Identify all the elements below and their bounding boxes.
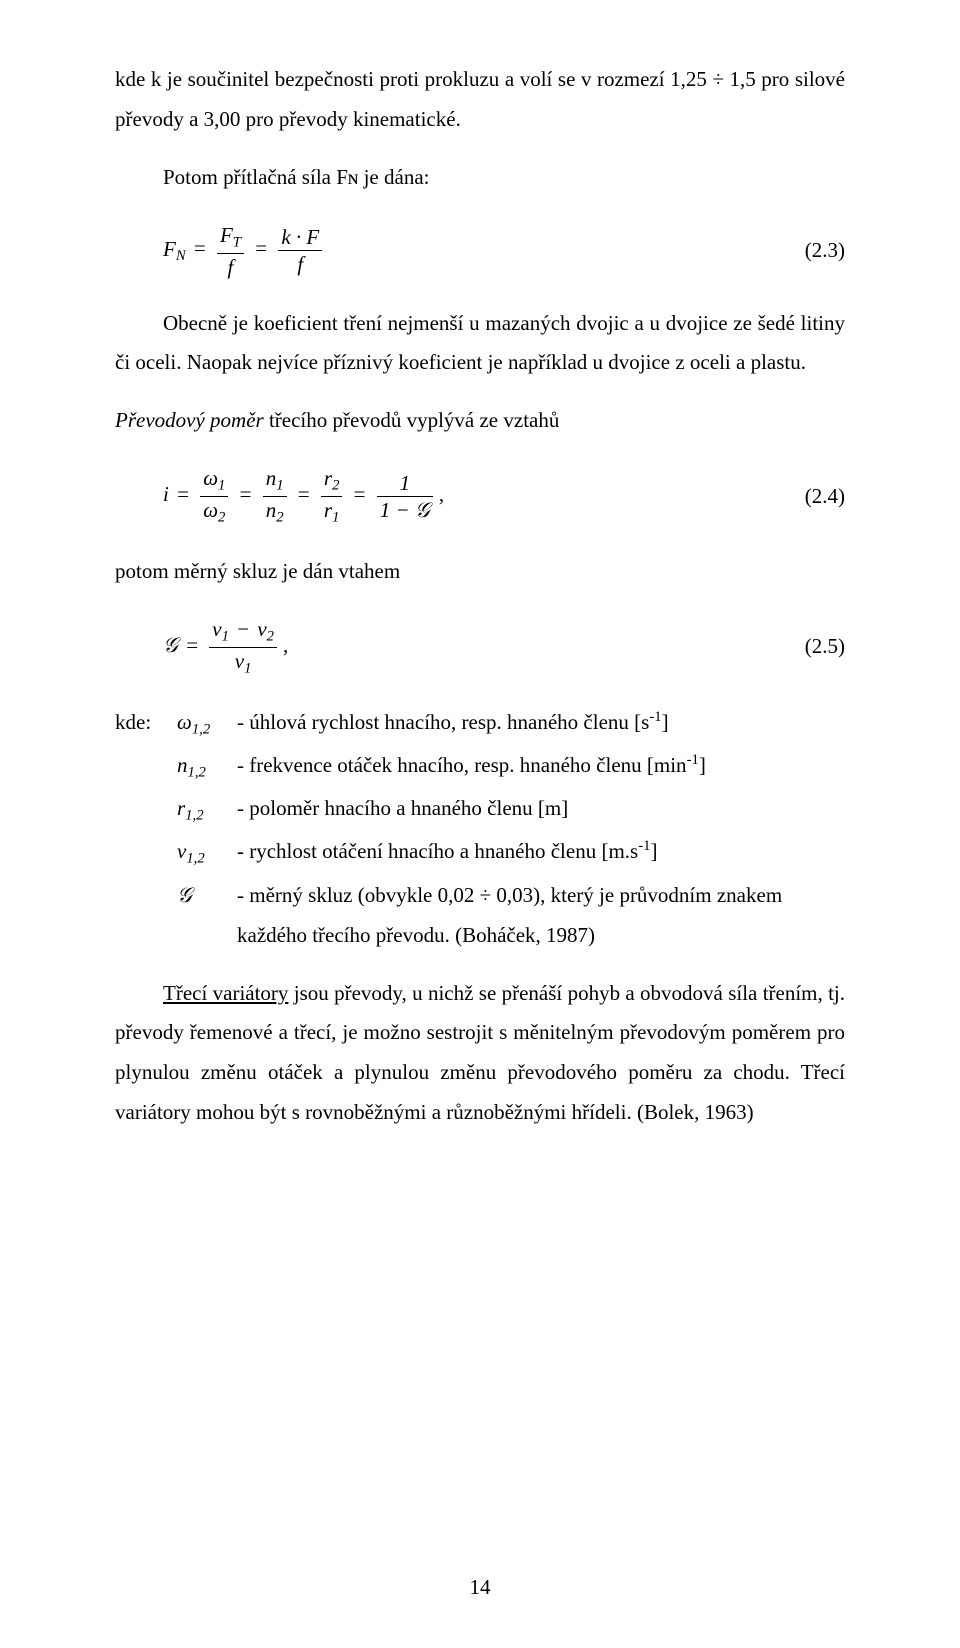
paragraph-5: potom měrný skluz je dán vtahem (115, 552, 845, 592)
equation-body: i = ω1 ω2 = n1 n2 = r2 r1 = 1 1 − 𝒢 , (115, 467, 775, 526)
fraction-bot: f (217, 254, 244, 278)
equals-sign: = (191, 236, 209, 260)
equation-number: (2.4) (775, 477, 845, 517)
definition-text: - frekvence otáček hnacího, resp. hnanéh… (237, 746, 845, 786)
fraction: r2 r1 (321, 467, 343, 526)
definition-text: - rychlost otáčení hnacího a hnaného čle… (237, 832, 845, 872)
paragraph-4: Převodový poměr třecího převodů vyplývá … (115, 401, 845, 441)
underlined-term: Třecí variátory (163, 981, 288, 1005)
equation-body: FN = FT f = k · F f (115, 224, 775, 278)
comma: , (280, 633, 291, 657)
fraction-bot: v1 (209, 648, 277, 677)
page: kde k je součinitel bezpečnosti proti pr… (0, 0, 960, 1648)
eq-lhs-sym: F (163, 236, 176, 260)
definition-symbol: 𝒢 (177, 876, 237, 916)
paragraph-6: Třecí variátory jsou převody, u nichž se… (115, 974, 845, 1134)
definition-text: - měrný skluz (obvykle 0,02 ÷ 0,03), kte… (237, 876, 845, 956)
definitions-list: kde: ω1,2 - úhlová rychlost hnacího, res… (115, 703, 845, 956)
eq-lhs-sym: 𝒢 (163, 633, 178, 657)
definition-row: 𝒢 - měrný skluz (obvykle 0,02 ÷ 0,03), k… (115, 876, 845, 956)
italic-term: Převodový poměr (115, 408, 264, 432)
equals-sign: = (252, 236, 270, 260)
equals-sign: = (351, 482, 369, 506)
equals-sign: = (174, 482, 192, 506)
definition-row: v1,2 - rychlost otáčení hnacího a hnanéh… (115, 832, 845, 873)
paragraph-2: Potom přítlačná síla Fɴ je dána: (115, 158, 845, 198)
fraction: v1 − v2 v1 (209, 618, 277, 677)
equation-2-5: 𝒢 = v1 − v2 v1 , (2.5) (115, 618, 845, 677)
fraction: FT f (217, 224, 244, 278)
definition-symbol: v1,2 (177, 832, 237, 873)
fraction: k · F f (278, 226, 322, 275)
fraction: n1 n2 (263, 467, 287, 526)
eq-lhs-sym: i (163, 482, 169, 506)
eq-lhs-sub: N (176, 248, 186, 264)
definition-text: - poloměr hnacího a hnaného členu [m] (237, 789, 845, 829)
equation-number: (2.5) (775, 627, 845, 667)
fraction-top: k · F (278, 226, 322, 251)
definition-text: - úhlová rychlost hnacího, resp. hnaného… (237, 703, 845, 743)
paragraph-rest: třecího převodů vyplývá ze vztahů (264, 408, 560, 432)
fraction-top: v1 − v2 (209, 618, 277, 648)
equation-number: (2.3) (775, 231, 845, 271)
definition-row: kde: ω1,2 - úhlová rychlost hnacího, res… (115, 703, 845, 744)
fraction-bot: f (278, 251, 322, 275)
page-number: 14 (0, 1568, 960, 1608)
fraction: 1 1 − 𝒢 (377, 472, 433, 521)
definitions-key: kde: (115, 703, 177, 743)
definition-symbol: ω1,2 (177, 703, 237, 744)
paragraph-1: kde k je součinitel bezpečnosti proti pr… (115, 60, 845, 140)
equation-2-3: FN = FT f = k · F f (2.3) (115, 224, 845, 278)
definition-symbol: r1,2 (177, 789, 237, 830)
definition-symbol: n1,2 (177, 746, 237, 787)
equals-sign: = (295, 482, 313, 506)
equation-2-4: i = ω1 ω2 = n1 n2 = r2 r1 = 1 1 − 𝒢 , (2… (115, 467, 845, 526)
equation-body: 𝒢 = v1 − v2 v1 , (115, 618, 775, 677)
equals-sign: = (183, 633, 201, 657)
equals-sign: = (237, 482, 255, 506)
definition-row: n1,2 - frekvence otáček hnacího, resp. h… (115, 746, 845, 787)
fraction-top: FT (217, 224, 244, 254)
comma: , (436, 482, 447, 506)
definition-row: r1,2 - poloměr hnacího a hnaného členu [… (115, 789, 845, 830)
fraction: ω1 ω2 (200, 467, 228, 526)
paragraph-3: Obecně je koeficient tření nejmenší u ma… (115, 304, 845, 384)
